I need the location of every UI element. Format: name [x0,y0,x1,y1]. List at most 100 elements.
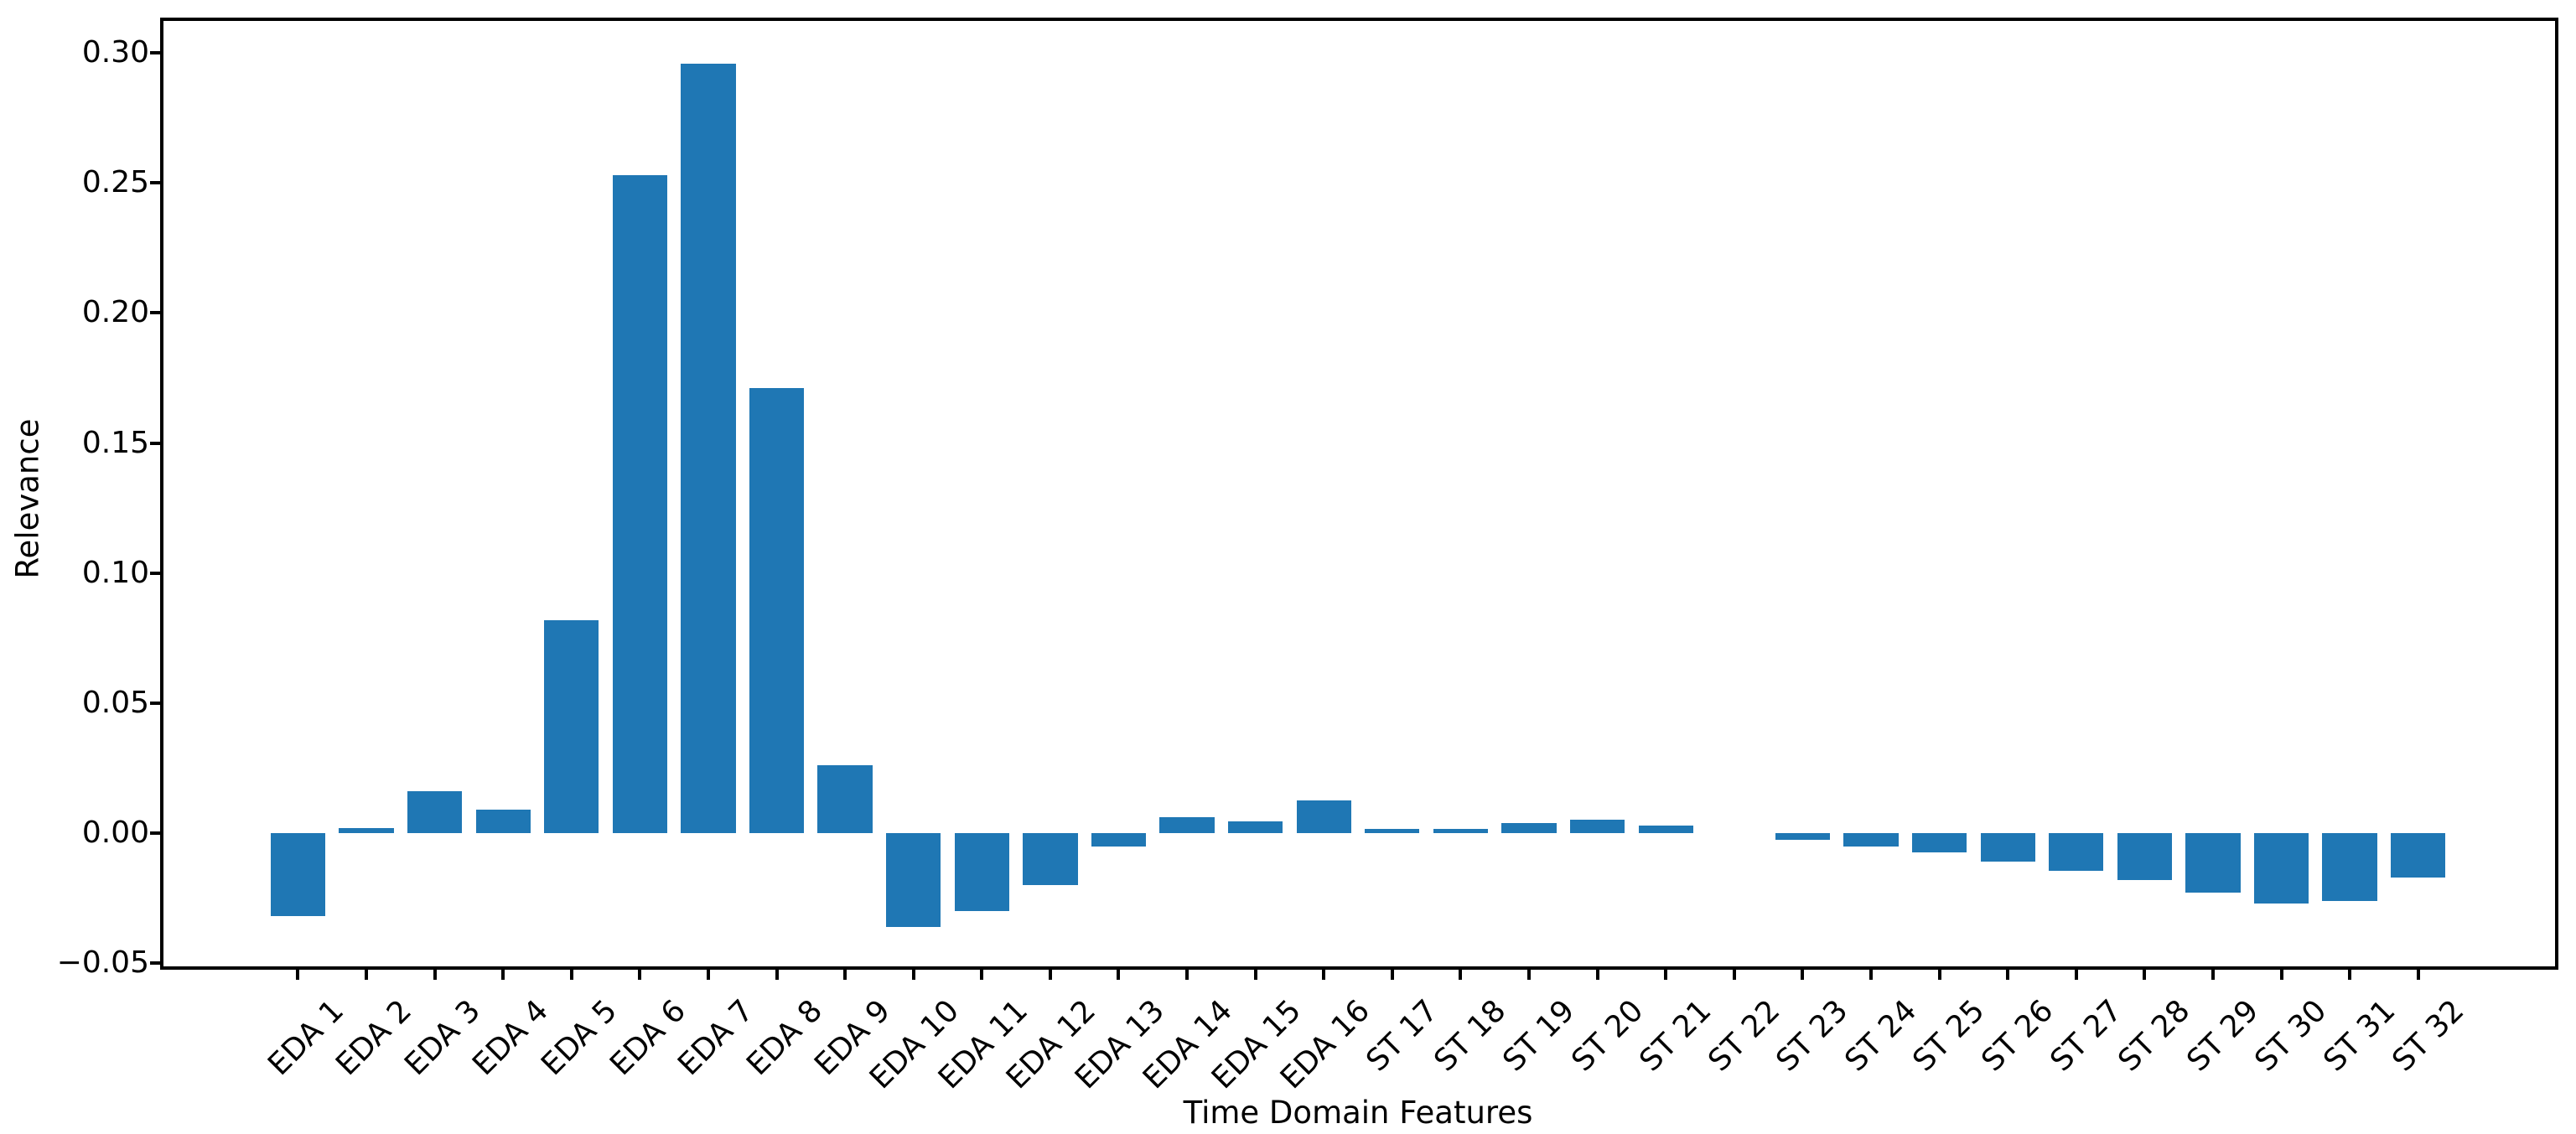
x-tick-mark [1322,970,1326,980]
x-tick-label: ST 27 [2043,993,2129,1079]
bar-eda-12 [1023,833,1078,886]
x-tick-label: ST 20 [1564,993,1650,1079]
bar-eda-2 [339,827,394,833]
y-tick-mark [150,831,160,835]
x-tick-label: EDA 1 [261,993,350,1083]
bar-st-30 [2253,833,2309,904]
bar-eda-1 [270,833,326,917]
x-tick-label: ST 17 [1359,993,1445,1079]
x-tick-label: ST 30 [2248,993,2334,1079]
x-tick-mark [2006,970,2010,980]
x-tick-label: EDA 8 [739,993,829,1083]
y-tick-mark [150,961,160,966]
x-tick-mark [775,970,779,980]
x-tick-label: EDA 7 [671,993,761,1083]
x-tick-label: ST 23 [1770,993,1855,1079]
bar-eda-8 [749,388,805,833]
x-tick-mark [911,970,915,980]
bar-st-24 [1843,833,1899,847]
y-tick-mark [150,571,160,575]
bar-eda-7 [681,63,736,833]
x-tick-label: ST 31 [2317,993,2402,1079]
x-tick-label: ST 19 [1496,993,1582,1079]
x-tick-mark [433,970,437,980]
x-tick-label: ST 26 [1975,993,2060,1079]
x-tick-mark [1869,970,1873,980]
bar-eda-13 [1091,833,1147,847]
x-tick-mark [2348,970,2352,980]
y-tick-mark [150,51,160,55]
bar-st-26 [1980,833,2035,862]
x-tick-mark [1595,970,1599,980]
x-tick-label: ST 18 [1428,993,1513,1079]
x-tick-mark [1390,970,1394,980]
bar-st-21 [1638,825,1693,833]
bar-eda-4 [475,810,531,833]
x-tick-mark [2416,970,2420,980]
axis-spine-right [2555,18,2558,970]
x-tick-label: EDA 2 [329,993,419,1083]
bar-eda-15 [1228,821,1283,833]
bar-st-17 [1365,829,1420,833]
x-tick-mark [2279,970,2283,980]
bar-eda-14 [1159,817,1215,833]
y-tick-label: 0.25 [81,165,149,200]
axis-spine-top [160,18,2558,21]
bar-st-28 [2117,833,2172,880]
bar-st-25 [1911,833,1967,853]
x-tick-mark [296,970,300,980]
y-tick-label: 0.15 [81,425,149,460]
y-tick-label: 0.10 [81,555,149,590]
x-tick-label: ST 24 [1838,993,1924,1079]
x-axis-label: Time Domain Features [1183,1095,1533,1131]
bar-eda-6 [612,174,667,833]
x-tick-mark [1459,970,1463,980]
axis-spine-left [160,18,163,970]
x-tick-label: ST 25 [1906,993,1992,1079]
x-tick-mark [1185,970,1190,980]
y-tick-label: 0.30 [81,35,149,70]
bar-st-19 [1501,822,1557,833]
y-tick-label: 0.05 [81,685,149,720]
y-tick-label: 0.20 [81,295,149,330]
x-tick-mark [2211,970,2215,980]
bar-eda-11 [954,833,1009,912]
y-tick-mark [150,181,160,185]
y-tick-mark [150,441,160,445]
x-tick-mark [501,970,505,980]
bar-eda-9 [817,765,873,833]
y-axis-label: Relevance [9,418,46,579]
x-tick-mark [1048,970,1052,980]
bar-eda-3 [407,791,463,833]
x-tick-label: EDA 5 [535,993,625,1083]
y-tick-mark [150,701,160,705]
x-tick-mark [1117,970,1121,980]
x-tick-label: ST 32 [2385,993,2470,1079]
x-tick-mark [1732,970,1736,980]
x-tick-mark [843,970,847,980]
bar-st-31 [2322,833,2377,901]
x-tick-label: ST 22 [1701,993,1787,1079]
x-tick-label: EDA 3 [397,993,487,1083]
x-tick-mark [980,970,984,980]
axis-spine-bottom [160,966,2558,970]
bar-st-23 [1775,833,1831,840]
y-tick-label: −0.05 [56,945,149,981]
bar-eda-10 [886,833,941,927]
x-tick-label: ST 21 [1633,993,1718,1079]
x-tick-mark [1937,970,1941,980]
x-tick-mark [364,970,368,980]
x-tick-mark [1801,970,1805,980]
x-tick-mark [1527,970,1532,980]
y-tick-label: 0.00 [81,816,149,850]
bar-st-20 [1569,820,1625,833]
x-tick-mark [569,970,573,980]
x-tick-mark [2074,970,2078,980]
x-tick-label: EDA 6 [603,993,692,1083]
bar-eda-5 [544,619,599,833]
x-tick-mark [1253,970,1257,980]
y-tick-mark [150,311,160,315]
bar-st-29 [2185,833,2241,893]
bar-st-18 [1433,829,1489,833]
